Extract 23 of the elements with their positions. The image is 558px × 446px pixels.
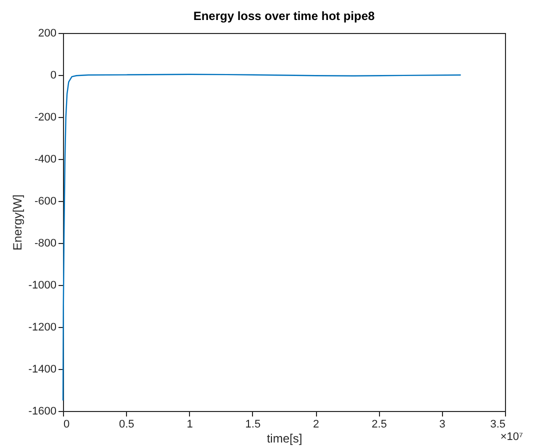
y-tick-label: -1200 xyxy=(28,322,56,334)
x-axis-title: time[s] xyxy=(266,432,302,446)
y-tick-label: -1000 xyxy=(28,280,56,292)
x-tick-label: 1 xyxy=(186,418,193,430)
x-tick-label: 0.5 xyxy=(118,418,134,430)
y-tick-label: -400 xyxy=(34,154,56,166)
x-tick-label: 2.5 xyxy=(372,418,387,430)
y-axis-title: Energy[W] xyxy=(10,194,24,251)
text: ×10⁷ xyxy=(500,431,524,443)
y-tick-label: 200 xyxy=(38,28,56,40)
x-tick-label: 3 xyxy=(439,418,446,430)
x-tick-label: 1.5 xyxy=(245,418,261,430)
y-tick-label: -200 xyxy=(34,112,56,124)
y-tick-label: -800 xyxy=(34,238,56,250)
x-tick-label: 0 xyxy=(64,418,70,430)
y-tick-label: -600 xyxy=(34,196,56,208)
chart-title: Energy loss over time hot pipe8 xyxy=(193,9,376,23)
x-tick-label: 3.5 xyxy=(490,418,506,430)
y-tick-label: 0 xyxy=(50,70,56,82)
line-series xyxy=(62,74,462,402)
y-tick-label: -1600 xyxy=(28,406,56,418)
y-tick-label: -1400 xyxy=(28,364,56,376)
x-tick-label: 2 xyxy=(313,418,320,430)
